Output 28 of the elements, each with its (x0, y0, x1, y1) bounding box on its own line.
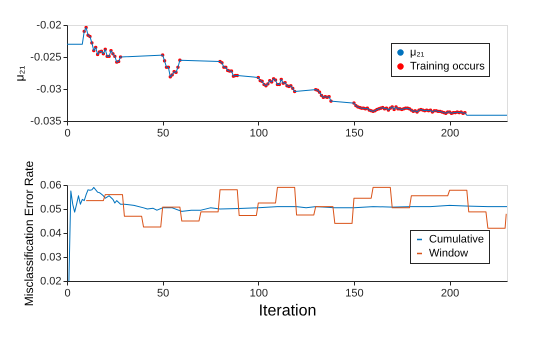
x-tick-label: 0 (64, 288, 71, 300)
x-tick-label: 150 (345, 128, 364, 140)
x-tick-label: 150 (345, 288, 364, 300)
x-tick-label: 200 (440, 128, 460, 140)
legend-label: Training occurs (410, 60, 486, 72)
y-tick-label: 0.03 (40, 252, 62, 264)
y-tick-label: -0.035 (30, 116, 62, 128)
y-tick-label: 0.02 (40, 276, 62, 288)
y-tick-label: 0.04 (40, 228, 62, 240)
x-tick-label: 50 (157, 288, 170, 300)
y-tick-label: 0.05 (40, 204, 62, 216)
x-tick-label: 200 (440, 288, 460, 300)
legend-label: Window (429, 248, 468, 260)
y-tick-label: -0.03 (36, 84, 62, 96)
legend-label: μ₂₁ (410, 46, 425, 58)
line-series (86, 186, 507, 229)
x-tick-label: 100 (250, 128, 268, 140)
legend-label: Cumulative (429, 234, 484, 246)
y-tick-label: 0.06 (40, 180, 62, 192)
x-tick-label: 50 (157, 128, 170, 140)
y-tick-label: -0.02 (36, 20, 62, 32)
y-axis-title: Misclassification Error Rate (22, 160, 36, 306)
x-tick-label: 100 (250, 288, 268, 300)
y-tick-label: -0.025 (30, 52, 62, 64)
x-axis-title: Iteration (258, 302, 316, 320)
x-tick-label: 0 (64, 128, 71, 140)
y-axis-title: μ₂₁ (12, 66, 26, 82)
line-series (66, 27, 508, 116)
